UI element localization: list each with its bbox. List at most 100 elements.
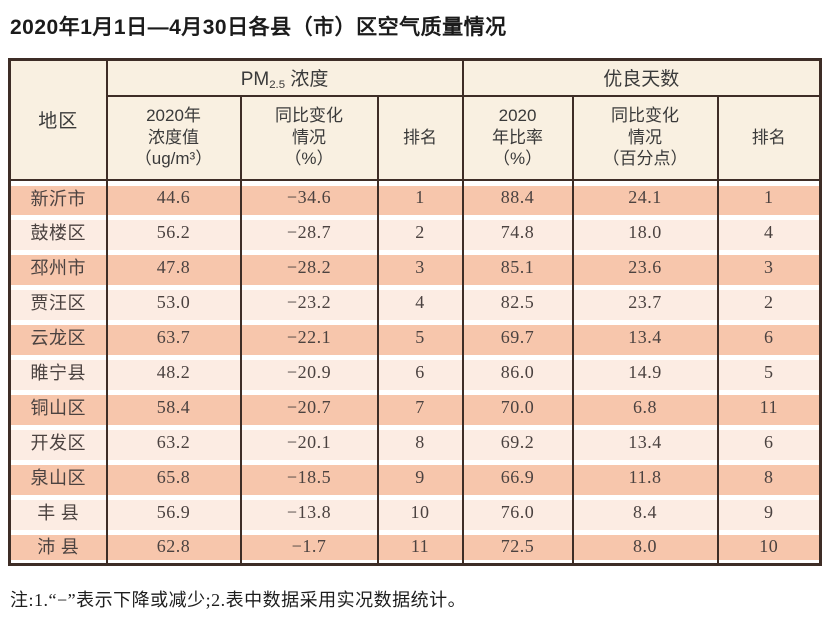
table-cell: 74.8 (461, 214, 574, 250)
table-cell: 沛 县 (8, 529, 108, 565)
table-cell: −18.5 (239, 459, 379, 495)
table-cell: −23.2 (239, 284, 379, 320)
table-cell: 13.4 (571, 319, 719, 355)
table-cell: −20.9 (239, 354, 379, 390)
table-cell: 6 (716, 319, 822, 355)
table-cell: 1 (716, 179, 822, 215)
header-group-pm25: PM2.5 浓度 (105, 58, 464, 97)
table-row: 贾汪区 53.0 −23.2 4 82.5 23.7 2 (8, 284, 822, 320)
pm25-label-prefix: PM (240, 69, 270, 91)
table-header: 地区 PM2.5 浓度 优良天数 2020年 浓度值 （ug/m³） 同比变化 … (8, 58, 822, 181)
table-row: 开发区 63.2 −20.1 8 69.2 13.4 6 (8, 424, 822, 460)
table-cell: 8.0 (571, 529, 719, 565)
header-pm25-rank: 排名 (376, 94, 464, 181)
table-cell: 9 (716, 494, 822, 530)
table-cell: 7 (376, 389, 464, 425)
table-cell: 47.8 (105, 249, 242, 285)
table-cell: 2 (376, 214, 464, 250)
table-cell: 云龙区 (8, 319, 108, 355)
table-cell: 58.4 (105, 389, 242, 425)
table-cell: 鼓楼区 (8, 214, 108, 250)
table-cell: 10 (376, 494, 464, 530)
header-days-rank: 排名 (716, 94, 822, 181)
table-row: 沛 县 62.8 −1.7 11 72.5 8.0 10 (8, 529, 822, 565)
table-cell: 14.9 (571, 354, 719, 390)
table-cell: 69.2 (461, 424, 574, 460)
table-cell: 63.2 (105, 424, 242, 460)
header-pm25-value: 2020年 浓度值 （ug/m³） (105, 94, 242, 181)
header-days-rate: 2020 年比率 （%） (461, 94, 574, 181)
table-row: 睢宁县 48.2 −20.9 6 86.0 14.9 5 (8, 354, 822, 390)
table-cell: 76.0 (461, 494, 574, 530)
table-cell: 3 (376, 249, 464, 285)
table-cell: 8 (716, 459, 822, 495)
table-cell: −20.7 (239, 389, 379, 425)
air-quality-table: 地区 PM2.5 浓度 优良天数 2020年 浓度值 （ug/m³） 同比变化 … (8, 58, 823, 566)
table-cell: 贾汪区 (8, 284, 108, 320)
header-days-change: 同比变化 情况 （百分点） (571, 94, 719, 181)
pm25-label-subscript: 2.5 (269, 79, 286, 92)
table-cell: 8 (376, 424, 464, 460)
header-group-good-days: 优良天数 (461, 58, 822, 97)
table-cell: 5 (376, 319, 464, 355)
table-cell: 70.0 (461, 389, 574, 425)
table-cell: 23.7 (571, 284, 719, 320)
footnote: 注:1.“−”表示下降或减少;2.表中数据采用实况数据统计。 (10, 590, 467, 610)
table-cell: 62.8 (105, 529, 242, 565)
table-cell: −20.1 (239, 424, 379, 460)
table-cell: 24.1 (571, 179, 719, 215)
page-title: 2020年1月1日—4月30日各县（市）区空气质量情况 (10, 16, 507, 39)
table-cell: 72.5 (461, 529, 574, 565)
table-cell: 3 (716, 249, 822, 285)
table-cell: 1 (376, 179, 464, 215)
table-cell: 11.8 (571, 459, 719, 495)
table-cell: 新沂市 (8, 179, 108, 215)
table-cell: 11 (716, 389, 822, 425)
table-cell: 4 (376, 284, 464, 320)
table-row: 邳州市 47.8 −28.2 3 85.1 23.6 3 (8, 249, 822, 285)
table-cell: −34.6 (239, 179, 379, 215)
table-cell: 泉山区 (8, 459, 108, 495)
table-cell: 11 (376, 529, 464, 565)
header-pm25-change: 同比变化 情况 （%） (239, 94, 379, 181)
table-row: 铜山区 58.4 −20.7 7 70.0 6.8 11 (8, 389, 822, 425)
table-cell: 86.0 (461, 354, 574, 390)
table-cell: 6.8 (571, 389, 719, 425)
table-cell: 88.4 (461, 179, 574, 215)
table-cell: −1.7 (239, 529, 379, 565)
table-cell: 56.2 (105, 214, 242, 250)
table-cell: 5 (716, 354, 822, 390)
table-cell: 9 (376, 459, 464, 495)
table-row: 泉山区 65.8 −18.5 9 66.9 11.8 8 (8, 459, 822, 495)
table-cell: −13.8 (239, 494, 379, 530)
table-cell: 6 (716, 424, 822, 460)
table-cell: 丰 县 (8, 494, 108, 530)
table-cell: 13.4 (571, 424, 719, 460)
table-cell: 邳州市 (8, 249, 108, 285)
table-body: 新沂市 44.6 −34.6 1 88.4 24.1 1 鼓楼区 56.2 −28.7 2 74.8 1… (8, 179, 822, 565)
table-cell: 铜山区 (8, 389, 108, 425)
header-group-row: 地区 PM2.5 浓度 优良天数 (8, 58, 822, 181)
table-cell: −22.1 (239, 319, 379, 355)
table-cell: 69.7 (461, 319, 574, 355)
table-cell: 56.9 (105, 494, 242, 530)
table-cell: 10 (716, 529, 822, 565)
header-region: 地区 (8, 58, 108, 181)
table-cell: 65.8 (105, 459, 242, 495)
table-cell: 开发区 (8, 424, 108, 460)
table-row: 鼓楼区 56.2 −28.7 2 74.8 18.0 4 (8, 214, 822, 250)
table-cell: 23.6 (571, 249, 719, 285)
table-cell: 63.7 (105, 319, 242, 355)
table-cell: 睢宁县 (8, 354, 108, 390)
table-cell: 48.2 (105, 354, 242, 390)
pm25-label-suffix: 浓度 (285, 69, 329, 91)
table-cell: 2 (716, 284, 822, 320)
table-cell: −28.7 (239, 214, 379, 250)
table-cell: 53.0 (105, 284, 242, 320)
table-cell: −28.2 (239, 249, 379, 285)
table-cell: 85.1 (461, 249, 574, 285)
table-row: 新沂市 44.6 −34.6 1 88.4 24.1 1 (8, 179, 822, 215)
table-cell: 4 (716, 214, 822, 250)
table-cell: 6 (376, 354, 464, 390)
